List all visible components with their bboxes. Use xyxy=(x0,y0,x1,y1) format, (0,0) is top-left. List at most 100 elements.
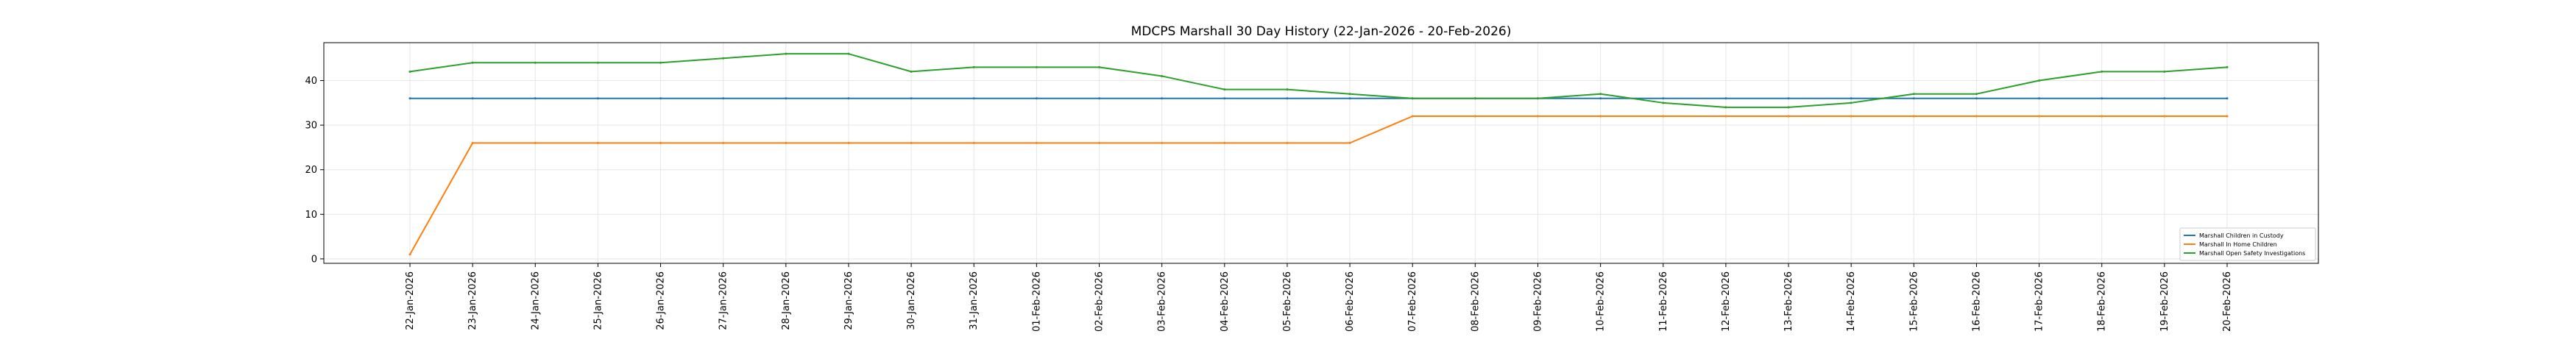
x-tick-label: 12-Feb-2026 xyxy=(1721,271,1732,332)
data-point xyxy=(659,141,662,144)
series-2 xyxy=(408,52,2229,109)
x-tick-label: 27-Jan-2026 xyxy=(718,271,729,330)
data-point xyxy=(1473,97,1476,100)
data-point xyxy=(2226,65,2229,68)
data-point xyxy=(659,61,662,64)
data-point xyxy=(408,97,411,100)
x-tick-label: 24-Jan-2026 xyxy=(530,271,541,330)
data-point xyxy=(1098,141,1101,144)
data-point xyxy=(1912,115,1915,118)
data-point xyxy=(1787,97,1790,100)
data-point xyxy=(596,97,599,100)
data-point xyxy=(1473,115,1476,118)
x-tick-label: 17-Feb-2026 xyxy=(2034,271,2045,332)
data-point xyxy=(1411,115,1414,118)
y-tick-label: 40 xyxy=(305,76,317,87)
data-point xyxy=(847,97,850,100)
data-point xyxy=(2226,97,2229,100)
x-tick-label: 04-Feb-2026 xyxy=(1220,271,1231,332)
series-layer xyxy=(408,52,2229,256)
data-point xyxy=(1662,115,1665,118)
chart-title: MDCPS Marshall 30 Day History (22-Jan-20… xyxy=(1131,24,1512,39)
data-point xyxy=(1035,97,1038,100)
data-point xyxy=(596,61,599,64)
data-point xyxy=(1850,115,1853,118)
x-tick-label: 29-Jan-2026 xyxy=(843,271,854,330)
y-axis: 0 10 20 30 40 xyxy=(305,76,324,265)
x-tick-label: 19-Feb-2026 xyxy=(2159,271,2170,332)
x-tick-label: 18-Feb-2026 xyxy=(2097,271,2108,332)
data-point xyxy=(2163,70,2166,73)
data-point xyxy=(722,97,725,100)
x-tick-label: 09-Feb-2026 xyxy=(1532,271,1543,332)
data-point xyxy=(2226,115,2229,118)
data-point xyxy=(1035,65,1038,68)
data-point xyxy=(2163,97,2166,100)
data-point xyxy=(910,141,913,144)
series-0 xyxy=(408,97,2229,100)
data-point xyxy=(1536,97,1539,100)
x-tick-label: 26-Jan-2026 xyxy=(656,271,667,330)
data-point xyxy=(1662,102,1665,104)
data-point xyxy=(1098,97,1101,100)
data-point xyxy=(785,97,788,100)
data-point xyxy=(534,61,537,64)
data-point xyxy=(910,97,913,100)
legend-label: Marshall Open Safety Investigations xyxy=(2199,250,2305,257)
plot-frame xyxy=(323,42,2319,264)
x-tick-label: 02-Feb-2026 xyxy=(1094,271,1105,332)
x-tick-label: 25-Jan-2026 xyxy=(592,271,604,330)
x-tick-label: 14-Feb-2026 xyxy=(1846,271,1857,332)
data-point xyxy=(847,141,850,144)
data-point xyxy=(471,141,474,144)
legend-label: Marshall Children in Custody xyxy=(2199,232,2284,239)
data-point xyxy=(722,57,725,60)
data-point xyxy=(659,97,662,100)
x-tick-label: 13-Feb-2026 xyxy=(1783,271,1794,332)
data-point xyxy=(1975,115,1978,118)
data-point xyxy=(1286,97,1289,100)
data-point xyxy=(1098,65,1101,68)
data-point xyxy=(972,141,975,144)
series-line xyxy=(409,53,2228,108)
data-point xyxy=(1035,141,1038,144)
data-point xyxy=(785,52,788,55)
data-point xyxy=(534,141,537,144)
data-point xyxy=(1161,97,1164,100)
x-axis: 22-Jan-2026 23-Jan-2026 24-Jan-2026 25-Jan-… xyxy=(405,263,2233,332)
data-point xyxy=(1912,97,1915,100)
x-tick-label: 31-Jan-2026 xyxy=(969,271,980,330)
data-point xyxy=(534,97,537,100)
x-tick-label: 28-Jan-2026 xyxy=(781,271,792,330)
data-point xyxy=(2101,115,2103,118)
x-tick-label: 06-Feb-2026 xyxy=(1345,271,1356,332)
data-point xyxy=(1223,88,1226,91)
data-point xyxy=(910,70,913,73)
x-tick-label: 15-Feb-2026 xyxy=(1908,271,1919,332)
x-tick-label: 03-Feb-2026 xyxy=(1157,271,1168,332)
data-point xyxy=(471,97,474,100)
data-point xyxy=(1599,115,1602,118)
data-point xyxy=(1348,97,1351,100)
data-point xyxy=(1724,106,1727,109)
data-point xyxy=(1787,106,1790,109)
data-point xyxy=(1286,88,1289,91)
legend-label: Marshall In Home Children xyxy=(2199,241,2277,248)
data-point xyxy=(2163,115,2166,118)
series-1 xyxy=(408,115,2229,256)
data-point xyxy=(1599,93,1602,96)
data-point xyxy=(2101,97,2103,100)
data-point xyxy=(1411,97,1414,100)
legend-box xyxy=(2179,227,2316,261)
data-point xyxy=(408,70,411,73)
x-tick-label: 07-Feb-2026 xyxy=(1407,271,1418,332)
y-tick-label: 20 xyxy=(305,165,317,176)
x-tick-label: 05-Feb-2026 xyxy=(1282,271,1293,332)
y-tick-label: 10 xyxy=(305,210,317,221)
data-point xyxy=(1536,115,1539,118)
data-point xyxy=(1787,115,1790,118)
x-tick-label: 20-Feb-2026 xyxy=(2222,271,2233,332)
data-point xyxy=(408,253,411,256)
x-tick-label: 23-Jan-2026 xyxy=(467,271,478,330)
